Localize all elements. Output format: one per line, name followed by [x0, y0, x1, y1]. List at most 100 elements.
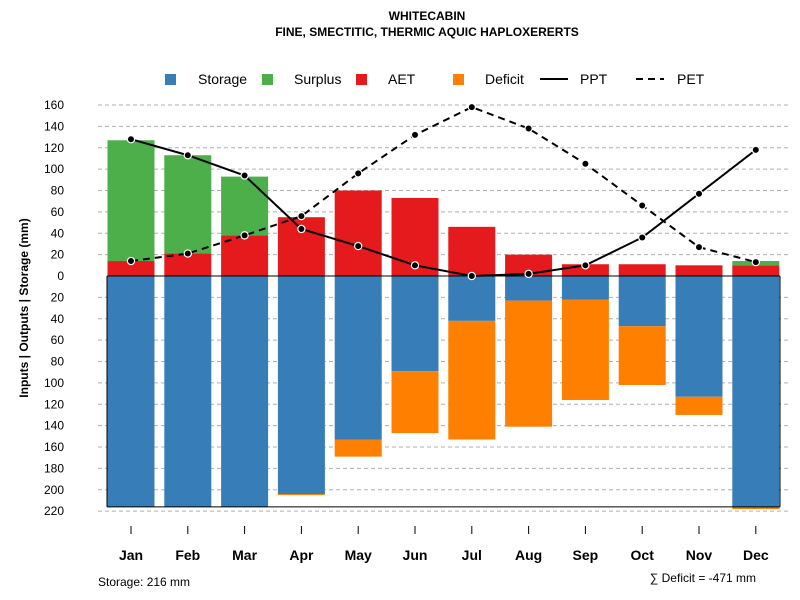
legend-swatch-storage	[165, 74, 176, 85]
x-tick-label: May	[345, 547, 372, 563]
x-tick-label: Jan	[119, 547, 143, 563]
pet-point	[240, 231, 249, 240]
ppt-point	[524, 269, 533, 279]
y-tick-label: 120	[44, 397, 64, 411]
legend: Storage Surplus AET Deficit PPT PET	[165, 71, 705, 87]
storage-bar	[164, 276, 212, 507]
lines	[126, 102, 761, 281]
storage-bar	[221, 276, 269, 507]
x-tick-label: Mar	[232, 547, 257, 563]
y-tick-label: 200	[44, 483, 64, 497]
deficit-bar	[505, 300, 553, 427]
storage-bar	[448, 276, 496, 321]
pet-point	[467, 102, 476, 112]
aet-bar	[732, 265, 780, 276]
pet-point	[410, 130, 420, 140]
deficit-bar	[448, 320, 496, 440]
ppt-line	[130, 138, 757, 278]
deficit-bar	[732, 506, 780, 509]
aet-bar	[505, 254, 553, 276]
storage-note: Storage: 216 mm	[98, 575, 190, 589]
deficit-bar	[391, 371, 439, 434]
aet-bar	[107, 261, 155, 276]
y-tick-label: 100	[44, 162, 64, 176]
chart-title: WHITECABIN	[389, 9, 466, 23]
aet-bar	[164, 253, 212, 276]
storage-bar	[277, 276, 325, 495]
legend-label-deficit: Deficit	[485, 71, 524, 87]
legend-label-surplus: Surplus	[294, 71, 341, 87]
ppt-point	[581, 261, 590, 270]
deficit-bar	[618, 326, 666, 386]
surplus-bar	[164, 155, 212, 254]
x-tick-label: Nov	[686, 547, 713, 563]
pet-line	[130, 106, 757, 264]
legend-swatch-deficit	[453, 74, 464, 85]
ppt-point	[126, 134, 136, 144]
aet-bar	[448, 226, 496, 276]
legend-label-pet: PET	[677, 71, 705, 87]
aet-bar	[618, 264, 666, 276]
legend-label-aet: AET	[388, 71, 416, 87]
y-tick-label: 60	[51, 333, 65, 347]
storage-bar	[675, 276, 723, 397]
y-tick-label: 0	[57, 269, 64, 283]
ppt-point	[467, 271, 476, 281]
x-tick-label: Oct	[631, 547, 655, 563]
y-tick-label: 120	[44, 141, 64, 155]
x-tick-label: Aug	[515, 547, 542, 563]
pet-point	[297, 211, 306, 221]
deficit-bar	[277, 494, 325, 496]
y-tick-label: 100	[44, 376, 64, 390]
storage-bar	[505, 276, 553, 301]
ppt-point	[410, 261, 420, 270]
y-tick-label: 80	[51, 355, 65, 369]
aet-bar	[334, 190, 382, 276]
storage-bar	[732, 276, 780, 507]
legend-swatch-aet	[356, 74, 367, 85]
chart-subtitle: FINE, SMECTITIC, THERMIC AQUIC HAPLOXERE…	[275, 25, 579, 39]
legend-label-storage: Storage	[198, 71, 247, 87]
x-tick-label: Sep	[573, 547, 599, 563]
pet-point	[126, 256, 136, 266]
storage-bar	[334, 276, 382, 440]
y-tick-label: 20	[51, 290, 65, 304]
ppt-point	[297, 224, 306, 234]
pet-point	[581, 159, 590, 168]
bars	[107, 140, 780, 509]
deficit-bar	[675, 396, 723, 415]
ppt-point	[354, 241, 363, 251]
x-tick-label: Apr	[289, 547, 314, 563]
pet-point	[638, 201, 647, 210]
y-tick-label: 220	[44, 504, 64, 518]
legend-swatch-surplus	[262, 74, 273, 85]
x-tick-label: Jun	[403, 547, 428, 563]
ppt-point	[183, 151, 192, 160]
y-tick-label: 40	[51, 312, 65, 326]
ppt-point	[694, 189, 704, 198]
legend-label-ppt: PPT	[580, 71, 608, 87]
storage-bar	[107, 276, 155, 507]
gridlines	[98, 104, 788, 512]
pet-point	[694, 242, 704, 252]
storage-bar	[391, 276, 439, 372]
x-tick-label: Dec	[743, 547, 769, 563]
y-tick-label: 140	[44, 419, 64, 433]
y-tick-label: 160	[44, 440, 64, 454]
pet-point	[354, 169, 363, 178]
aet-bar	[675, 265, 723, 276]
y-tick-label: 160	[44, 98, 64, 112]
pet-point	[751, 257, 761, 267]
storage-bar	[561, 276, 609, 300]
y-tick-label: 140	[44, 119, 64, 133]
storage-bar	[618, 276, 666, 327]
y-tick-label: 180	[44, 461, 64, 475]
y-tick-label: 40	[51, 226, 65, 240]
deficit-bar	[334, 439, 382, 457]
ppt-point	[240, 171, 249, 180]
aet-bar	[561, 264, 609, 276]
x-tick-label: Jul	[462, 547, 482, 563]
y-tick-label: 80	[51, 184, 65, 198]
surplus-bar	[107, 140, 155, 262]
